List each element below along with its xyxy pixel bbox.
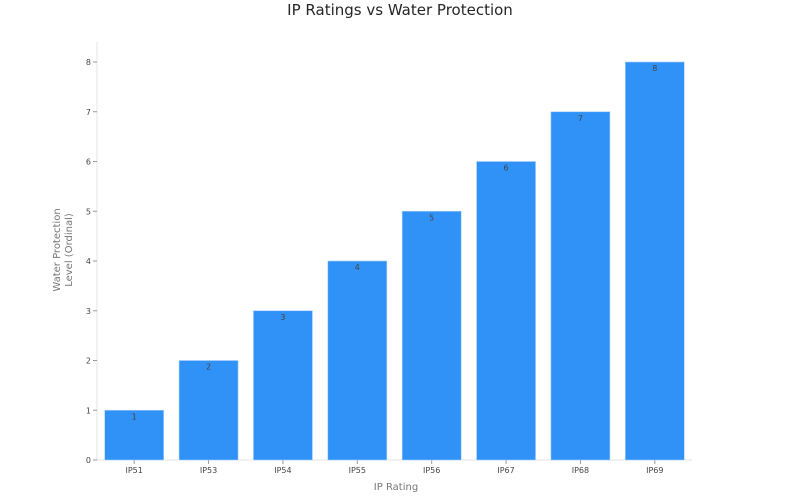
bar-value-label: 7 (578, 114, 583, 123)
y-tick-label: 2 (86, 357, 91, 366)
y-tick-label: 5 (86, 207, 91, 216)
bar-value-label: 3 (280, 313, 285, 322)
bars: 1 2 3 4 5 6 7 8 (104, 61, 685, 461)
bar-ip51 (104, 409, 164, 461)
y-tick-label: 3 (86, 307, 91, 316)
bar-ip53 (178, 360, 239, 461)
x-tick-label: IP55 (349, 466, 366, 475)
bar-ip54 (253, 310, 313, 461)
x-tick-label: IP51 (126, 466, 143, 475)
bar-ip68 (550, 111, 611, 461)
y-tick-label: 4 (86, 257, 91, 266)
chart-title: IP Ratings vs Water Protection (287, 1, 513, 19)
y-tick-label: 1 (86, 406, 91, 415)
x-tick-label: IP67 (497, 466, 514, 475)
bar-ip69 (625, 61, 685, 461)
bar-value-label: 1 (132, 412, 137, 421)
x-tick-label: IP56 (423, 466, 440, 475)
bar-value-label: 8 (652, 64, 657, 73)
y-tick-label: 6 (86, 158, 91, 167)
x-tick-label: IP54 (274, 466, 291, 475)
bar-value-label: 4 (355, 263, 360, 272)
y-tick-label: 7 (86, 108, 91, 117)
bar-value-label: 6 (504, 164, 509, 173)
x-tick-label: IP68 (572, 466, 589, 475)
x-tick-label: IP69 (646, 466, 663, 475)
bar-value-label: 5 (429, 213, 434, 222)
bar-value-label: 2 (206, 363, 211, 372)
bar-ip67 (476, 161, 536, 461)
y-tick-label: 0 (86, 456, 91, 465)
y-tick-label: 8 (86, 58, 91, 67)
x-tick-label: IP53 (200, 466, 217, 475)
bar-ip56 (401, 210, 462, 461)
x-axis-label: IP Rating (373, 482, 419, 493)
bar-ip55 (327, 260, 388, 461)
